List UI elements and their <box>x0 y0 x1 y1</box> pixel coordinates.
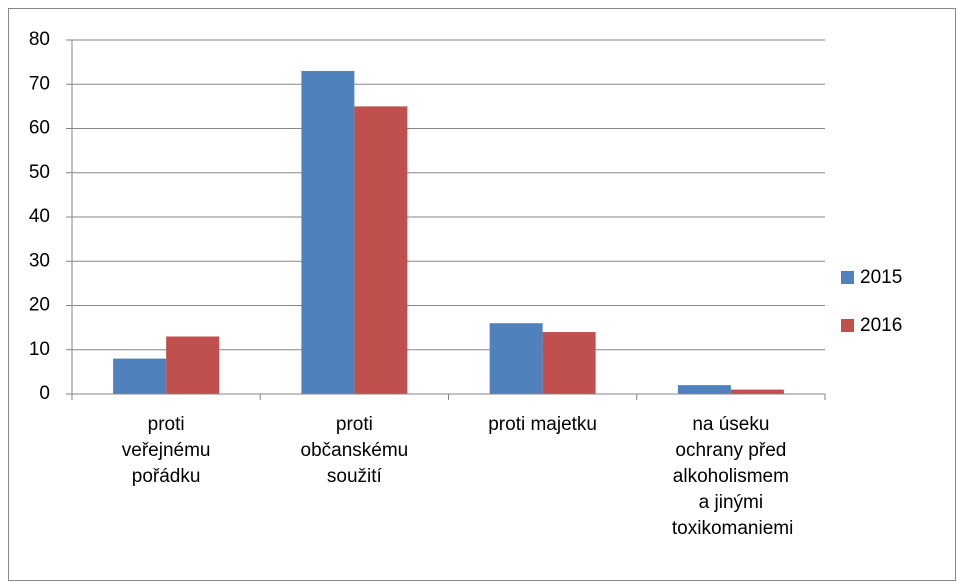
x-tick-label: proti majetku <box>488 414 598 435</box>
bar <box>354 106 408 394</box>
x-tick-label: proti veřejnému pořádku <box>121 414 211 487</box>
chart-frame <box>8 8 956 581</box>
y-tick-label: 50 <box>29 162 50 183</box>
y-tick-label: 70 <box>29 73 50 94</box>
y-tick-label: 60 <box>29 118 50 139</box>
bar <box>489 323 543 394</box>
x-tick-label: proti občanskému soužití <box>300 414 409 487</box>
bar <box>677 385 731 394</box>
legend-label: 2016 <box>860 315 902 336</box>
y-tick-label: 20 <box>29 295 50 316</box>
bar <box>730 389 784 394</box>
bar <box>301 70 355 394</box>
x-tick-label: na úseku ochrany před alkoholismem a jin… <box>671 414 794 539</box>
y-tick-label: 80 <box>29 29 50 50</box>
bar <box>542 332 596 394</box>
legend-swatch <box>841 319 854 332</box>
legend-swatch <box>841 271 854 284</box>
legend-label: 2015 <box>860 267 902 288</box>
y-tick-label: 10 <box>29 339 50 360</box>
y-tick-label: 40 <box>29 206 50 227</box>
y-tick-label: 0 <box>39 383 50 404</box>
y-tick-label: 30 <box>29 250 50 271</box>
bar <box>166 336 220 394</box>
bar <box>113 358 167 394</box>
